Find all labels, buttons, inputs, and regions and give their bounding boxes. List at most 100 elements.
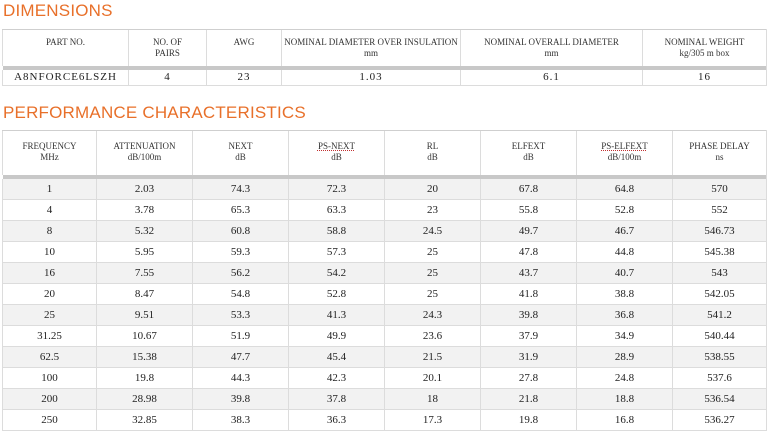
table-cell: 25 <box>384 241 481 263</box>
table-row: 1 2.03 74.3 72.3 20 67.8 64.8 570 <box>2 178 767 200</box>
table-cell: 6.1 <box>460 69 643 86</box>
header-separator <box>2 174 767 179</box>
table-cell: 42.3 <box>288 367 385 389</box>
performance-header-row: FREQUENCY MHz ATTENUATION dB/100m NEXT dB P… <box>2 130 767 175</box>
table-cell: 49.9 <box>288 325 385 347</box>
table-cell: 39.8 <box>192 388 289 410</box>
table-cell: 10.67 <box>96 325 193 347</box>
table-cell: 28.98 <box>96 388 193 410</box>
table-cell: 2.03 <box>96 178 193 200</box>
perf-header-ps-elfext: PS-ELFEXT dB/100m <box>576 130 673 175</box>
table-cell: 9.51 <box>96 304 193 326</box>
table-cell: 54.2 <box>288 262 385 284</box>
table-cell: 17.3 <box>384 409 481 431</box>
table-cell: 5.95 <box>96 241 193 263</box>
table-row: 16 7.55 56.2 54.2 25 43.7 40.7 543 <box>2 262 767 284</box>
table-cell: 41.3 <box>288 304 385 326</box>
table-cell: 62.5 <box>2 346 97 368</box>
table-row: 25 9.51 53.3 41.3 24.3 39.8 36.8 541.2 <box>2 304 767 326</box>
table-cell: 18 <box>384 388 481 410</box>
table-cell: 23.6 <box>384 325 481 347</box>
table-cell: 542.05 <box>672 283 767 305</box>
table-cell: 8 <box>2 220 97 242</box>
table-cell: 54.8 <box>192 283 289 305</box>
table-cell: 52.8 <box>288 283 385 305</box>
table-cell: 63.3 <box>288 199 385 221</box>
table-cell: 25 <box>2 304 97 326</box>
table-row: 200 28.98 39.8 37.8 18 21.8 18.8 536.54 <box>2 388 767 410</box>
performance-table: FREQUENCY MHz ATTENUATION dB/100m NEXT dB P… <box>2 130 767 431</box>
table-cell: 56.2 <box>192 262 289 284</box>
table-row: 31.25 10.67 51.9 49.9 23.6 37.9 34.9 540.44 <box>2 325 767 347</box>
table-row: 4 3.78 65.3 63.3 23 55.8 52.8 552 <box>2 199 767 221</box>
table-cell: 46.7 <box>576 220 673 242</box>
table-cell: 21.5 <box>384 346 481 368</box>
table-cell: 200 <box>2 388 97 410</box>
table-cell: 39.8 <box>480 304 577 326</box>
table-cell: 57.3 <box>288 241 385 263</box>
table-cell: 47.8 <box>480 241 577 263</box>
table-cell: 51.9 <box>192 325 289 347</box>
table-cell: 25 <box>384 283 481 305</box>
table-cell: 16.8 <box>576 409 673 431</box>
table-cell: 32.85 <box>96 409 193 431</box>
table-cell: 5.32 <box>96 220 193 242</box>
dim-header-pairs: NO. OF PAIRS <box>128 29 207 66</box>
table-cell: 40.7 <box>576 262 673 284</box>
table-cell: 540.44 <box>672 325 767 347</box>
table-cell: 18.8 <box>576 388 673 410</box>
dim-header-weight: NOMINAL WEIGHT kg/305 m box <box>642 29 767 66</box>
table-cell: 44.8 <box>576 241 673 263</box>
table-cell: 41.8 <box>480 283 577 305</box>
table-cell: 20 <box>2 283 97 305</box>
table-row: 10 5.95 59.3 57.3 25 47.8 44.8 545.38 <box>2 241 767 263</box>
table-cell: 31.9 <box>480 346 577 368</box>
table-cell: 28.9 <box>576 346 673 368</box>
table-cell: 23 <box>206 69 282 86</box>
table-cell: 58.8 <box>288 220 385 242</box>
table-cell: 52.8 <box>576 199 673 221</box>
table-cell: 4 <box>2 199 97 221</box>
table-cell: 49.7 <box>480 220 577 242</box>
dimensions-title: DIMENSIONS <box>3 1 113 20</box>
table-cell: 552 <box>672 199 767 221</box>
table-cell: 7.55 <box>96 262 193 284</box>
table-cell: 43.7 <box>480 262 577 284</box>
table-cell: 541.2 <box>672 304 767 326</box>
table-cell: 10 <box>2 241 97 263</box>
table-cell: 55.8 <box>480 199 577 221</box>
table-cell: 60.8 <box>192 220 289 242</box>
table-cell: 36.3 <box>288 409 385 431</box>
table-row: 8 5.32 60.8 58.8 24.5 49.7 46.7 546.73 <box>2 220 767 242</box>
table-cell: 545.38 <box>672 241 767 263</box>
table-row: 100 19.8 44.3 42.3 20.1 27.8 24.8 537.6 <box>2 367 767 389</box>
table-cell: 67.8 <box>480 178 577 200</box>
perf-header-next: NEXT dB <box>192 130 289 175</box>
perf-header-ps-next: PS-NEXT dB <box>288 130 385 175</box>
table-cell: 38.3 <box>192 409 289 431</box>
dim-header-awg: AWG <box>206 29 282 66</box>
perf-header-phase-delay: PHASE DELAY ns <box>672 130 767 175</box>
table-cell: 1.03 <box>281 69 461 86</box>
dimensions-header-row: PART NO. NO. OF PAIRS AWG NOMINAL DIAMETE… <box>2 29 767 66</box>
table-row: 250 32.85 38.3 36.3 17.3 19.8 16.8 536.27 <box>2 409 767 431</box>
table-cell: 546.73 <box>672 220 767 242</box>
table-cell: 45.4 <box>288 346 385 368</box>
table-row: 20 8.47 54.8 52.8 25 41.8 38.8 542.05 <box>2 283 767 305</box>
table-cell: 65.3 <box>192 199 289 221</box>
performance-title: PERFORMANCE CHARACTERISTICS <box>3 103 306 122</box>
dimensions-table: PART NO. NO. OF PAIRS AWG NOMINAL DIAMETE… <box>2 29 767 86</box>
table-cell: 74.3 <box>192 178 289 200</box>
table-cell: 1 <box>2 178 97 200</box>
perf-header-rl: RL dB <box>384 130 481 175</box>
table-cell: 536.54 <box>672 388 767 410</box>
table-cell: 72.3 <box>288 178 385 200</box>
table-cell: 36.8 <box>576 304 673 326</box>
table-cell: A8NFORCE6LSZH <box>2 69 129 86</box>
table-cell: 543 <box>672 262 767 284</box>
table-cell: 59.3 <box>192 241 289 263</box>
table-cell: 20.1 <box>384 367 481 389</box>
table-cell: 24.3 <box>384 304 481 326</box>
table-row: 62.5 15.38 47.7 45.4 21.5 31.9 28.9 538.55 <box>2 346 767 368</box>
table-cell: 25 <box>384 262 481 284</box>
